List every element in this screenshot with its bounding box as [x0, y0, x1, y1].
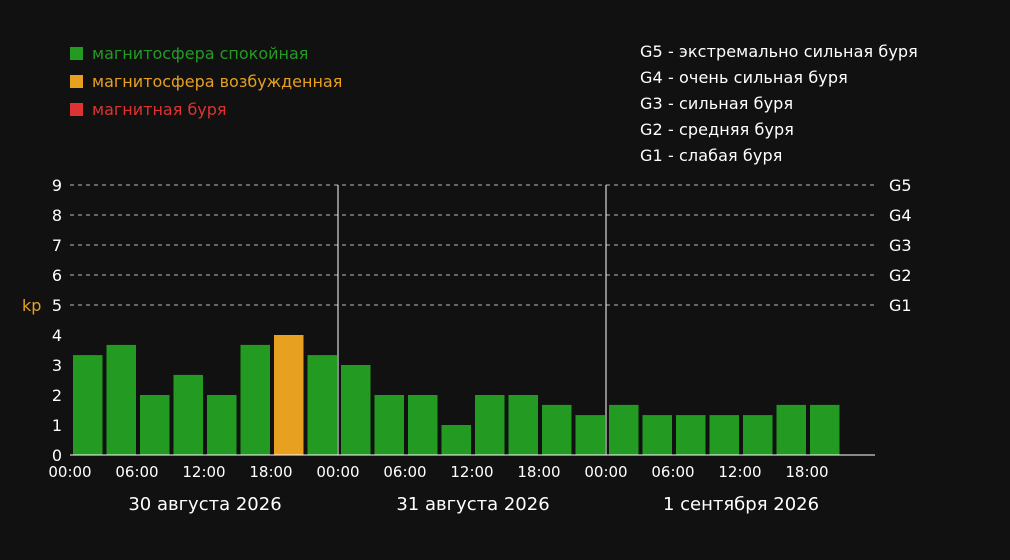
kp-bar	[173, 374, 203, 455]
legend-label: магнитосфера спокойная	[92, 43, 309, 63]
g-level-label: G1	[889, 296, 912, 315]
y-tick-label: 2	[52, 386, 62, 405]
g-level-label: G3	[889, 236, 912, 255]
storm-scale-item: G3 - сильная буря	[640, 94, 794, 113]
x-tick-label: 18:00	[249, 463, 292, 481]
storm-scale-item: G2 - средняя буря	[640, 120, 794, 139]
kp-bar	[408, 395, 438, 455]
storm-scale-item: G4 - очень сильная буря	[640, 68, 848, 87]
legend-item: магнитная буря	[70, 99, 227, 119]
y-tick-label: 1	[52, 416, 62, 435]
kp-bar	[341, 365, 371, 455]
kp-bar	[274, 335, 304, 455]
x-tick-label: 06:00	[651, 463, 694, 481]
y-tick-label: 5	[52, 296, 62, 315]
kp-bar	[609, 404, 639, 455]
kp-bar	[810, 404, 840, 455]
kp-bar	[207, 395, 237, 455]
kp-bar	[743, 415, 773, 455]
kp-bar	[542, 404, 572, 455]
legend-swatch	[70, 102, 83, 116]
kp-bar	[776, 404, 806, 455]
g-level-label: G5	[889, 176, 912, 195]
kp-bar	[676, 415, 706, 455]
y-tick-label: 7	[52, 236, 62, 255]
kp-bar	[73, 355, 103, 455]
kp-bar	[374, 395, 404, 455]
kp-bar	[575, 415, 605, 455]
kp-bar	[508, 395, 538, 455]
y-tick-label: 9	[52, 176, 62, 195]
day-label: 30 августа 2026	[128, 494, 281, 515]
x-tick-label: 12:00	[450, 463, 493, 481]
x-tick-label: 18:00	[785, 463, 828, 481]
y-tick-label: 8	[52, 206, 62, 225]
x-tick-label: 12:00	[182, 463, 225, 481]
legend-item: магнитосфера возбужденная	[70, 71, 342, 91]
x-tick-label: 18:00	[517, 463, 560, 481]
legend-label: магнитная буря	[92, 99, 227, 119]
legend-swatch	[70, 46, 83, 60]
y-tick-label: 4	[52, 326, 62, 345]
kp-bar	[240, 344, 270, 455]
x-tick-label: 12:00	[718, 463, 761, 481]
y-tick-label: 0	[52, 446, 62, 465]
g-level-label: G2	[889, 266, 912, 285]
x-tick-label: 00:00	[316, 463, 359, 481]
y-tick-label: 6	[52, 266, 62, 285]
kp-bar	[475, 395, 505, 455]
storm-scale-item: G1 - слабая буря	[640, 146, 783, 165]
day-label: 31 августа 2026	[396, 494, 549, 515]
day-label: 1 сентября 2026	[663, 494, 819, 515]
legend-item: магнитосфера спокойная	[70, 43, 308, 63]
x-tick-label: 00:00	[48, 463, 91, 481]
kp-bar	[709, 415, 739, 455]
storm-scale-item: G5 - экстремально сильная буря	[640, 42, 918, 61]
x-tick-label: 00:00	[584, 463, 627, 481]
kp-bar	[441, 425, 471, 455]
kp-bar	[642, 415, 672, 455]
legend-swatch	[70, 74, 83, 88]
g-level-label: G4	[889, 206, 912, 225]
y-axis-label: kp	[22, 296, 41, 315]
legend-label: магнитосфера возбужденная	[92, 71, 343, 91]
kp-bar	[106, 344, 136, 455]
x-tick-label: 06:00	[383, 463, 426, 481]
kp-bar	[307, 355, 337, 455]
kp-bar	[140, 395, 170, 455]
x-tick-label: 06:00	[115, 463, 158, 481]
y-tick-label: 3	[52, 356, 62, 375]
